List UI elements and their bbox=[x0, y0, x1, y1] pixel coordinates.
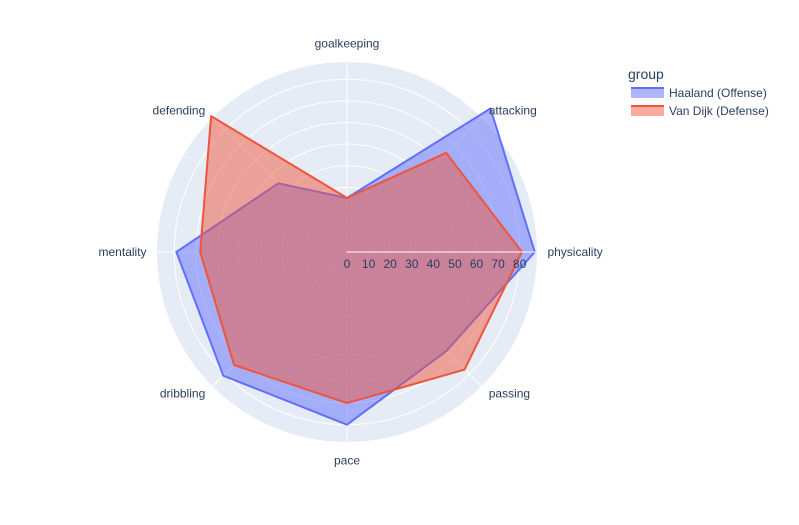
legend-item-label: Haaland (Offense) bbox=[669, 86, 767, 100]
category-label-physicality: physicality bbox=[547, 245, 602, 259]
legend: group Haaland (Offense) Van Dijk (Defense… bbox=[628, 66, 769, 118]
legend-swatch bbox=[631, 88, 664, 98]
radial-tick-label: 10 bbox=[362, 257, 376, 271]
radial-tick-label: 50 bbox=[448, 257, 462, 271]
category-label-dribbling: dribbling bbox=[160, 387, 205, 401]
legend-swatch bbox=[631, 106, 664, 116]
series-layer bbox=[175, 107, 536, 426]
radial-tick-label: 30 bbox=[405, 257, 419, 271]
category-label-mentality: mentality bbox=[99, 245, 147, 259]
radial-tick-label: 70 bbox=[491, 257, 505, 271]
radial-tick-label: 80 bbox=[513, 257, 527, 271]
radial-tick-label: 0 bbox=[344, 257, 351, 271]
category-label-goalkeeping: goalkeeping bbox=[315, 37, 380, 51]
radial-tick-label: 20 bbox=[384, 257, 398, 271]
category-label-defending: defending bbox=[153, 103, 206, 117]
radial-axis: 0 10 20 30 40 50 60 70 80 bbox=[344, 251, 537, 271]
series-1-polygon bbox=[199, 115, 523, 405]
legend-title: group bbox=[628, 66, 664, 82]
legend-item-label: Van Dijk (Defense) bbox=[669, 104, 769, 118]
category-label-pace: pace bbox=[334, 453, 360, 467]
category-labels: physicality attacking goalkeeping defending… bbox=[99, 37, 603, 468]
radial-tick-label: 40 bbox=[427, 257, 441, 271]
category-label-attacking: attacking bbox=[489, 103, 537, 117]
radial-tick-label: 60 bbox=[470, 257, 484, 271]
category-label-passing: passing bbox=[489, 387, 530, 401]
